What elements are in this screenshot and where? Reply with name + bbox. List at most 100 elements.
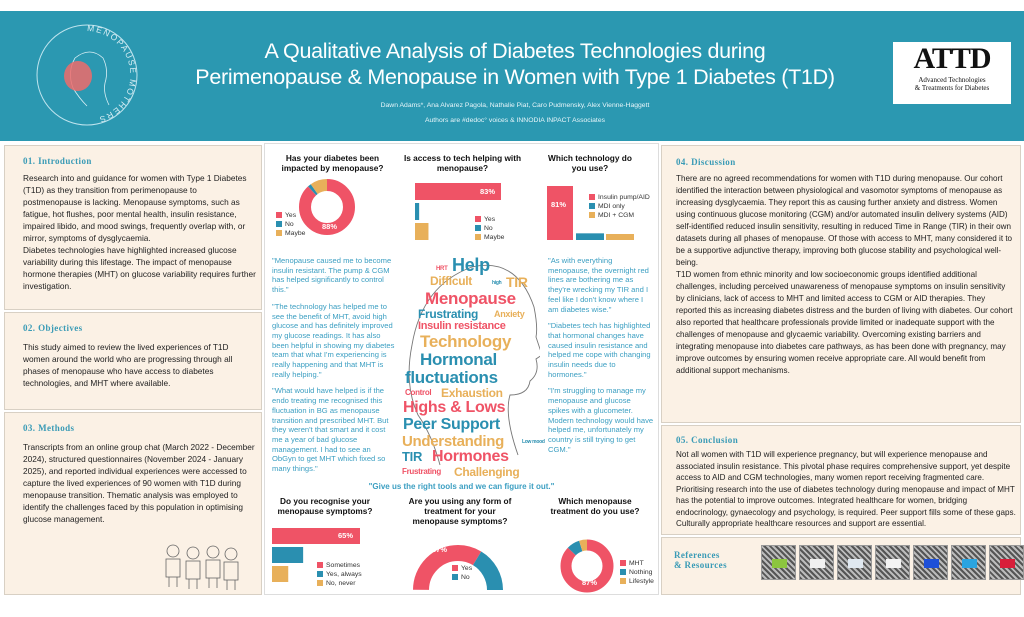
word-cloud-word: high [492, 280, 502, 286]
word-cloud-word: Exhaustion [441, 386, 503, 400]
chart-legend: Sometimes Yes, always No, never [317, 561, 362, 588]
bar [272, 566, 289, 582]
legend-item: Yes [452, 564, 472, 573]
qr-code[interactable] [951, 545, 986, 580]
menopause-mothers-logo: MENOPAUSE MOTHERS [36, 23, 138, 126]
qr-badge-icon [886, 559, 901, 568]
legend-swatch [276, 220, 282, 227]
poster-title: A Qualitative Analysis of Diabetes Techn… [195, 39, 835, 89]
quote: "Diabetes tech has highlighted that horm… [548, 321, 651, 379]
word-cloud-word: TIR [402, 449, 423, 464]
legend-swatch [317, 579, 323, 586]
legend-item: MDI only [589, 202, 650, 211]
data-label: 67% [432, 545, 448, 554]
quote: "The technology has helped me to see the… [272, 301, 395, 379]
legend-label: No [484, 225, 493, 232]
legend-item: Maybe [475, 233, 504, 242]
legend-label: Maybe [484, 234, 505, 241]
word-cloud-word: fluctuations [405, 368, 498, 387]
data-label: 65% [338, 531, 354, 540]
word-cloud-word: TIR [506, 274, 528, 290]
bar [606, 234, 634, 240]
section-text: Not all women with T1D will experience p… [676, 450, 1016, 528]
legend-label: MDI + CGM [598, 212, 635, 219]
legend-label: Yes [484, 216, 496, 223]
methods-panel: 03. Methods Transcripts from an online g… [4, 412, 262, 595]
qr-code[interactable] [875, 545, 910, 580]
chart-title: Has your diabetes been impacted by menop… [281, 153, 384, 173]
bar [576, 233, 604, 240]
legend-item: Nothing [620, 568, 654, 577]
word-cloud-word: Help [452, 255, 490, 275]
word-cloud-word: Challenging [454, 465, 520, 479]
discussion-panel: 04. Discussion There are no agreed recom… [661, 145, 1021, 423]
legend-label: Lifestyle [629, 578, 654, 585]
legend-swatch [620, 577, 626, 584]
quotes-left: "Menopause caused me to become insulin r… [272, 256, 396, 474]
data-label: 83% [480, 187, 496, 196]
bar [547, 186, 573, 240]
legend-swatch [276, 229, 282, 236]
section-heading: References & Resources [674, 550, 727, 570]
legend-swatch [475, 224, 481, 231]
word-cloud-word: Low mood [522, 439, 545, 445]
quote: "I'm struggling to manage my menopause a… [548, 386, 654, 454]
qr-code[interactable] [837, 545, 872, 580]
bar [415, 183, 501, 200]
qr-code[interactable] [761, 545, 796, 580]
attd-logo: ATTD Advanced Technologies & Treatments … [893, 42, 1011, 104]
word-cloud-word: Insulin resistance [418, 320, 506, 332]
word-cloud-word: Frustrating [418, 307, 479, 321]
qr-code[interactable] [913, 545, 948, 580]
chart-title: Which menopause treatment do you use? [550, 496, 640, 516]
qr-code[interactable] [989, 545, 1024, 580]
chart-title: Is access to tech helping with menopause… [403, 153, 522, 173]
chart-legend: MHT Nothing Lifestyle [620, 559, 654, 586]
legend-item: MHT [620, 559, 654, 568]
legend-label: Sometimes [326, 562, 360, 569]
qr-code[interactable] [799, 545, 834, 580]
qr-badge-icon [772, 559, 787, 568]
qr-badge-icon [1000, 559, 1015, 568]
legend-label: No [461, 574, 470, 581]
qr-badge-icon [810, 559, 825, 568]
chart-title: Which technology do you use? [548, 153, 632, 173]
legend-label: Yes, always [326, 571, 362, 578]
section-text: This study aimed to review the lived exp… [23, 342, 233, 388]
legend-label: Maybe [285, 230, 306, 237]
legend-swatch [317, 570, 323, 577]
word-cloud-word: Hormonal [420, 350, 497, 369]
word-cloud-word: Technology [420, 332, 512, 351]
legend-swatch [475, 233, 481, 240]
bar [272, 528, 360, 544]
section-text: Transcripts from an online group chat (M… [23, 442, 255, 524]
authors: Dawn Adams*, Ana Alvarez Pagola, Nathali… [380, 102, 650, 109]
word-cloud-word: Frustrating [402, 467, 441, 476]
legend-swatch [452, 564, 458, 571]
legend-label: Yes [461, 565, 473, 572]
legend-swatch [589, 193, 595, 200]
legend-swatch [475, 215, 481, 222]
legend-label: Yes [285, 212, 297, 219]
quote: "As with everything menopause, the overn… [548, 256, 649, 314]
legend-item: Maybe [276, 229, 305, 238]
legend-swatch [452, 573, 458, 580]
legend-swatch [620, 559, 626, 566]
legend-item: Yes [276, 211, 305, 220]
legend-swatch [317, 561, 323, 568]
legend-item: Yes [475, 215, 504, 224]
chart-legend: Yes No Maybe [276, 211, 305, 238]
legend-label: Insulin pump/AID [598, 194, 650, 201]
legend-item: Insulin pump/AID [589, 193, 650, 202]
objectives-panel: 02. Objectives This study aimed to revie… [4, 312, 262, 410]
quotes-right: "As with everything menopause, the overn… [548, 256, 654, 454]
qr-badge-icon [924, 559, 939, 568]
donut-segment [299, 179, 355, 235]
semicircle-segment [413, 545, 503, 617]
legend-item: Yes, always [317, 570, 362, 579]
legend-label: No, never [326, 580, 356, 587]
data-label: 87% [582, 578, 598, 587]
legend-label: MDI only [598, 203, 625, 210]
legend-swatch [589, 211, 595, 218]
